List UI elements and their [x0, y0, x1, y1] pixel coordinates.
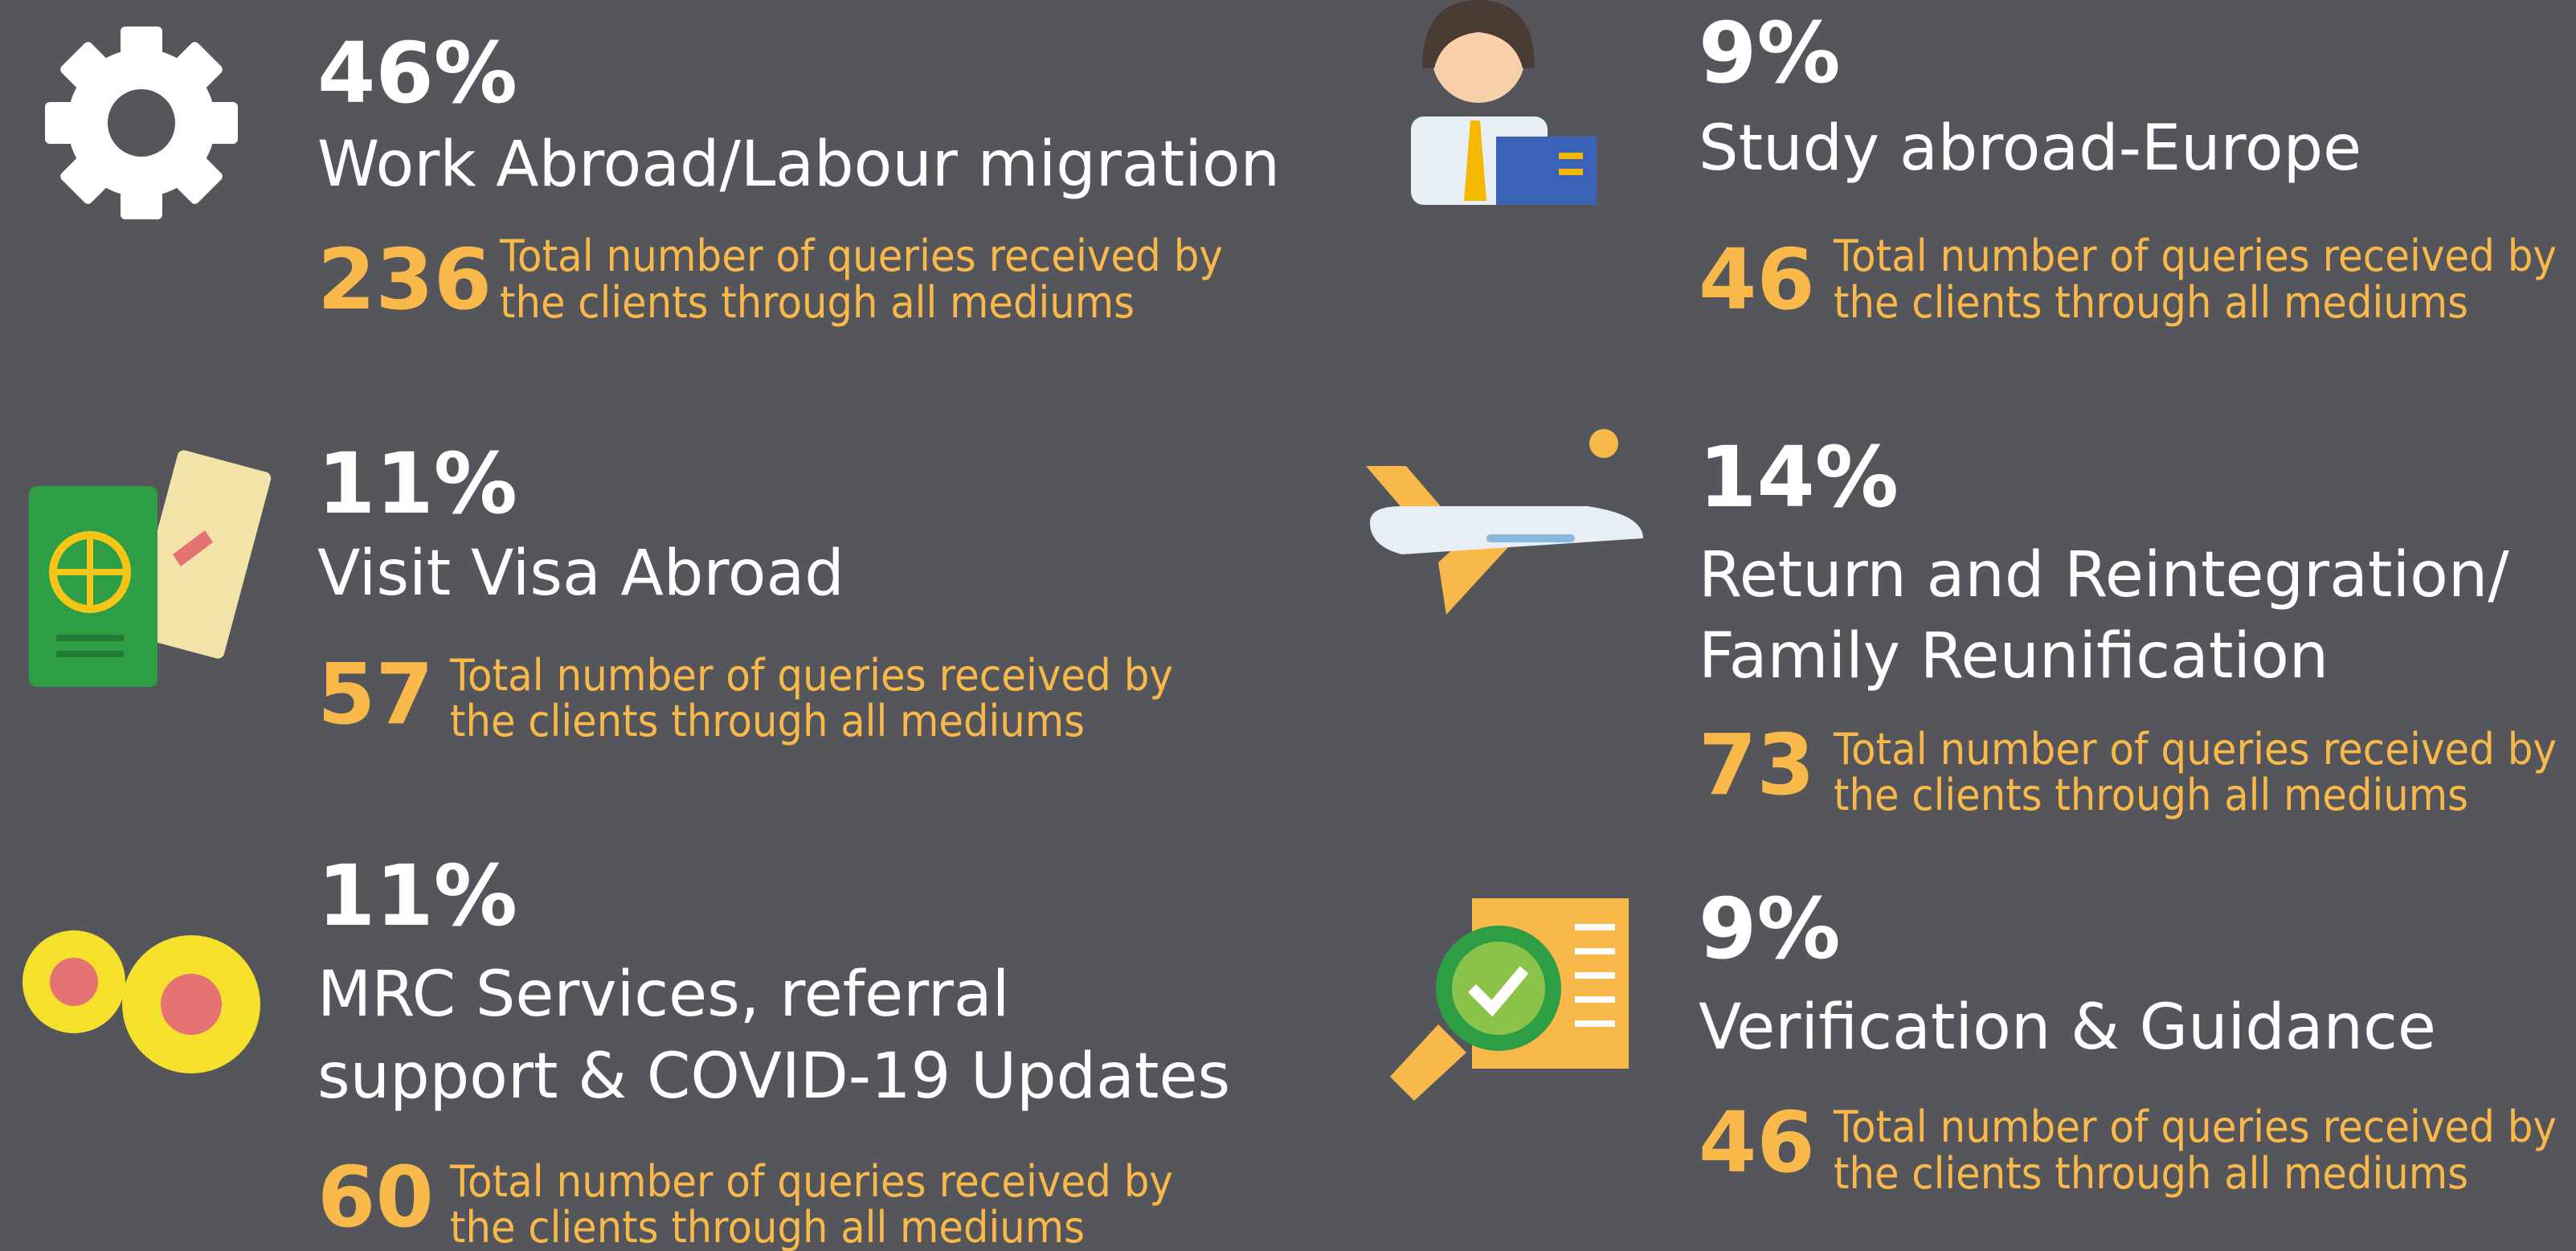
passport-icon [29, 450, 272, 687]
description: Total number of queries received by [1833, 231, 2557, 281]
count: 73 [1699, 716, 1815, 814]
title: Verification & Guidance [1699, 991, 2436, 1064]
gear-icon [45, 27, 238, 219]
gears-icon [22, 930, 260, 1073]
title: support & COVID-19 Updates [317, 1040, 1230, 1113]
description: the clients through all mediums [500, 277, 1135, 328]
description: Total number of queries received by [499, 231, 1223, 281]
count: 46 [1699, 1094, 1815, 1192]
title: Work Abroad/Labour migration [317, 129, 1280, 201]
description: Total number of queries received by [449, 1156, 1173, 1207]
percent: 46% [317, 24, 517, 122]
description: the clients through all mediums [450, 696, 1085, 746]
percent: 9% [1699, 880, 1841, 978]
count: 57 [317, 645, 434, 743]
description: Total number of queries received by [449, 650, 1173, 701]
count: 46 [1699, 231, 1815, 329]
description: the clients through all mediums [1834, 1148, 2468, 1199]
magnifier-icon [1390, 898, 1629, 1101]
percent: 11% [317, 847, 517, 945]
description: the clients through all mediums [450, 1202, 1085, 1251]
count: 236 [317, 231, 492, 329]
title: Study abroad-Europe [1699, 112, 2361, 185]
title: Visit Visa Abroad [317, 538, 844, 610]
description: Total number of queries received by [1833, 724, 2557, 775]
description: Total number of queries received by [1833, 1102, 2557, 1152]
description: the clients through all mediums [1834, 770, 2468, 820]
percent: 14% [1699, 428, 1899, 526]
plane-icon [1366, 429, 1643, 615]
title: Return and Reintegration/ [1699, 539, 2509, 611]
title: Family Reunification [1699, 620, 2329, 693]
percent: 9% [1699, 4, 1841, 102]
count: 60 [317, 1148, 434, 1246]
description: the clients through all mediums [1834, 277, 2468, 328]
title: MRC Services, referral [317, 959, 1009, 1031]
person-icon [1411, 0, 1597, 205]
percent: 11% [317, 435, 517, 533]
